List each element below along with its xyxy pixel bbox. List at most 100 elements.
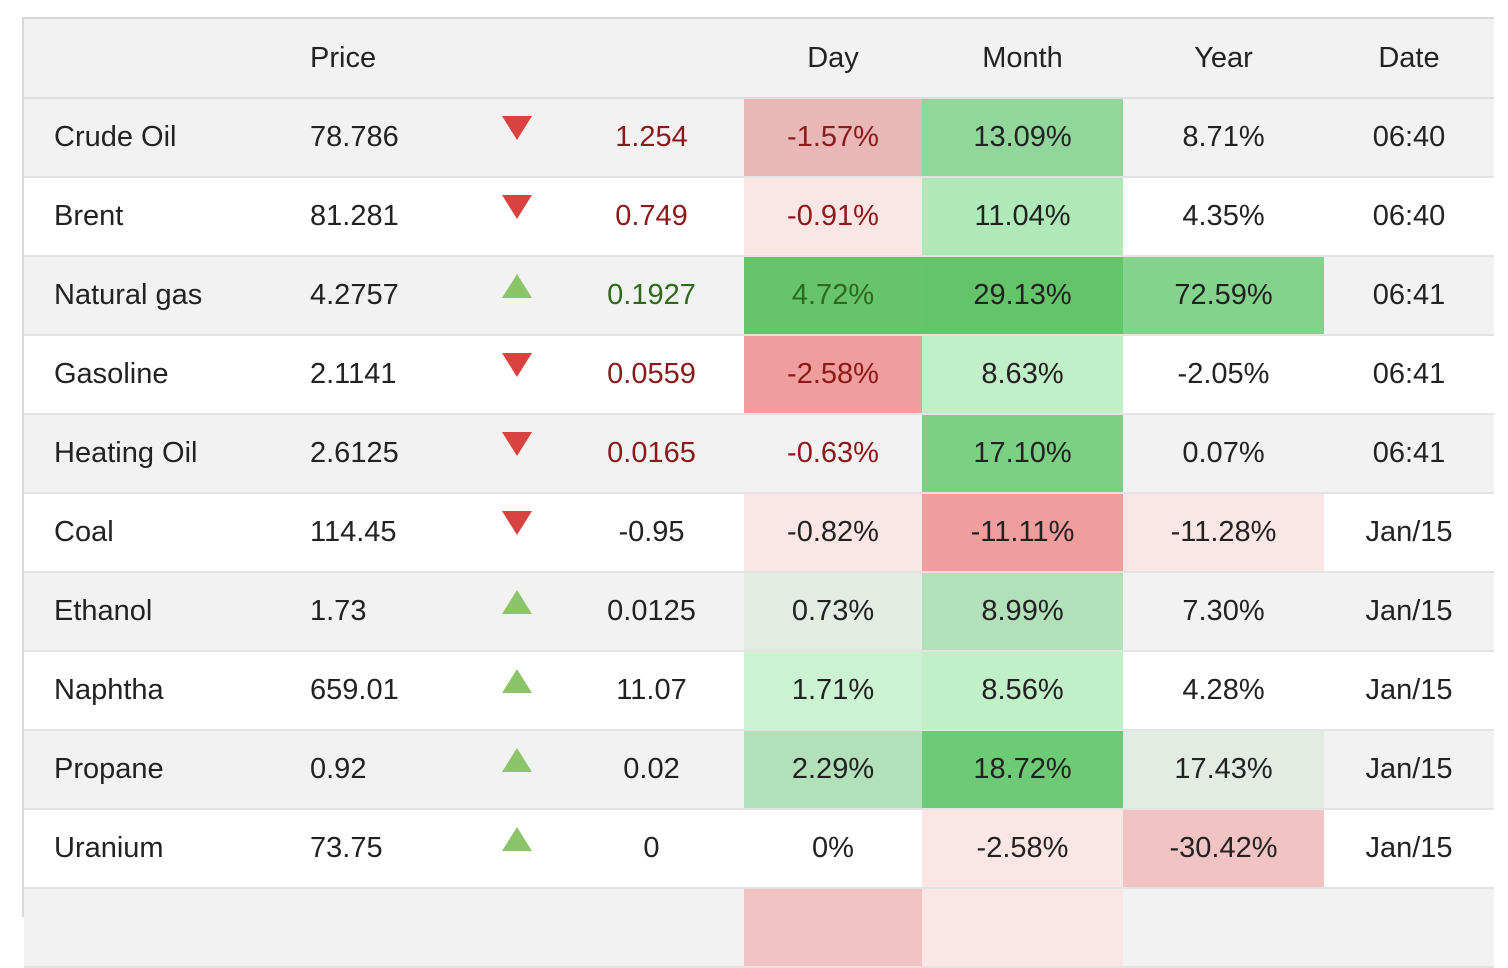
direction-cell <box>474 256 559 336</box>
day-percent-cell: 0.73% <box>744 572 922 652</box>
price-cell <box>280 888 474 968</box>
month-percent-cell: 13.09% <box>922 98 1123 178</box>
change-cell <box>559 888 744 968</box>
change-cell: 0.0165 <box>559 414 744 494</box>
year-percent-cell: 4.28% <box>1123 651 1324 731</box>
table-body: Crude Oil 78.786 1.254 -1.57% 13.09% 8.71% 06:… <box>24 98 1494 968</box>
table-row: Ethanol 1.73 0.0125 0.73% 8.99% 7.30% Jan/15 <box>24 572 1494 652</box>
day-percent-cell: -2.58% <box>744 335 922 415</box>
commodity-name-link[interactable]: Coal <box>24 493 280 573</box>
table-row: Crude Oil 78.786 1.254 -1.57% 13.09% 8.71% 06:… <box>24 98 1494 178</box>
direction-cell <box>474 809 559 889</box>
commodity-name-link[interactable]: Heating Oil <box>24 414 280 494</box>
commodity-name-link[interactable]: Gasoline <box>24 335 280 415</box>
day-percent-cell: 0% <box>744 809 922 889</box>
month-percent-cell: 8.63% <box>922 335 1123 415</box>
header-direction <box>474 19 559 99</box>
month-percent-cell: -2.58% <box>922 809 1123 889</box>
table-row: Brent 81.281 0.749 -0.91% 11.04% 4.35% 06:40 <box>24 177 1494 257</box>
change-cell: 0 <box>559 809 744 889</box>
direction-cell <box>474 335 559 415</box>
year-percent-cell: 0.07% <box>1123 414 1324 494</box>
day-percent-cell: 1.71% <box>744 651 922 731</box>
year-percent-cell: 7.30% <box>1123 572 1324 652</box>
price-cell: 2.6125 <box>280 414 474 494</box>
change-cell: 11.07 <box>559 651 744 731</box>
month-percent-cell: 29.13% <box>922 256 1123 336</box>
direction-cell <box>474 493 559 573</box>
year-percent-cell: 72.59% <box>1123 256 1324 336</box>
direction-cell <box>474 730 559 810</box>
year-percent-cell <box>1123 888 1324 968</box>
commodity-name-link[interactable]: Uranium <box>24 809 280 889</box>
commodity-name-link[interactable]: Naphtha <box>24 651 280 731</box>
month-percent-cell: 17.10% <box>922 414 1123 494</box>
header-year[interactable]: Year <box>1123 19 1324 99</box>
date-cell: Jan/15 <box>1324 651 1494 731</box>
table-row: Gasoline 2.1141 0.0559 -2.58% 8.63% -2.05% 06:… <box>24 335 1494 415</box>
down-arrow-icon <box>501 195 532 219</box>
down-arrow-icon <box>501 432 532 456</box>
commodity-name-link[interactable]: Brent <box>24 177 280 257</box>
price-cell: 2.1141 <box>280 335 474 415</box>
commodities-table-container: Price Day Month Year Date Crude Oil 78.78… <box>22 17 1494 968</box>
up-arrow-icon <box>501 669 532 693</box>
date-cell: 06:41 <box>1324 256 1494 336</box>
commodity-name-link[interactable]: Natural gas <box>24 256 280 336</box>
month-percent-cell: -11.11% <box>922 493 1123 573</box>
date-cell <box>1324 888 1494 968</box>
month-percent-cell: 18.72% <box>922 730 1123 810</box>
commodity-name-link[interactable] <box>24 888 280 968</box>
date-cell: 06:40 <box>1324 177 1494 257</box>
direction-cell <box>474 888 559 968</box>
day-percent-cell: -0.91% <box>744 177 922 257</box>
header-day[interactable]: Day <box>744 19 922 99</box>
down-arrow-icon <box>501 511 532 535</box>
price-cell: 73.75 <box>280 809 474 889</box>
year-percent-cell: 8.71% <box>1123 98 1324 178</box>
commodity-name-link[interactable]: Crude Oil <box>24 98 280 178</box>
day-percent-cell: 2.29% <box>744 730 922 810</box>
change-cell: -0.95 <box>559 493 744 573</box>
header-month[interactable]: Month <box>922 19 1123 99</box>
date-cell: Jan/15 <box>1324 572 1494 652</box>
direction-cell <box>474 414 559 494</box>
direction-cell <box>474 651 559 731</box>
month-percent-cell <box>922 888 1123 968</box>
price-cell: 114.45 <box>280 493 474 573</box>
price-cell: 659.01 <box>280 651 474 731</box>
change-cell: 0.0559 <box>559 335 744 415</box>
price-cell: 78.786 <box>280 98 474 178</box>
date-cell: 06:41 <box>1324 335 1494 415</box>
table-row: Propane 0.92 0.02 2.29% 18.72% 17.43% Jan/15 <box>24 730 1494 810</box>
year-percent-cell: -2.05% <box>1123 335 1324 415</box>
change-cell: 1.254 <box>559 98 744 178</box>
commodity-name-link[interactable]: Propane <box>24 730 280 810</box>
down-arrow-icon <box>501 353 532 377</box>
day-percent-cell: -0.82% <box>744 493 922 573</box>
month-percent-cell: 8.99% <box>922 572 1123 652</box>
price-cell: 0.92 <box>280 730 474 810</box>
change-cell: 0.749 <box>559 177 744 257</box>
table-row: Natural gas 4.2757 0.1927 4.72% 29.13% 72.59%… <box>24 256 1494 336</box>
price-cell: 81.281 <box>280 177 474 257</box>
day-percent-cell <box>744 888 922 968</box>
price-cell: 4.2757 <box>280 256 474 336</box>
up-arrow-icon <box>501 590 532 614</box>
day-percent-cell: -1.57% <box>744 98 922 178</box>
table-row: Naphtha 659.01 11.07 1.71% 8.56% 4.28% Jan/15 <box>24 651 1494 731</box>
date-cell: Jan/15 <box>1324 493 1494 573</box>
header-price[interactable]: Price <box>280 19 474 99</box>
day-percent-cell: -0.63% <box>744 414 922 494</box>
up-arrow-icon <box>501 274 532 298</box>
up-arrow-icon <box>501 748 532 772</box>
year-percent-cell: 17.43% <box>1123 730 1324 810</box>
commodities-table: Price Day Month Year Date Crude Oil 78.78… <box>24 19 1494 968</box>
header-change <box>559 19 744 99</box>
header-name <box>24 19 280 99</box>
day-percent-cell: 4.72% <box>744 256 922 336</box>
direction-cell <box>474 572 559 652</box>
header-date[interactable]: Date <box>1324 19 1494 99</box>
change-cell: 0.0125 <box>559 572 744 652</box>
commodity-name-link[interactable]: Ethanol <box>24 572 280 652</box>
